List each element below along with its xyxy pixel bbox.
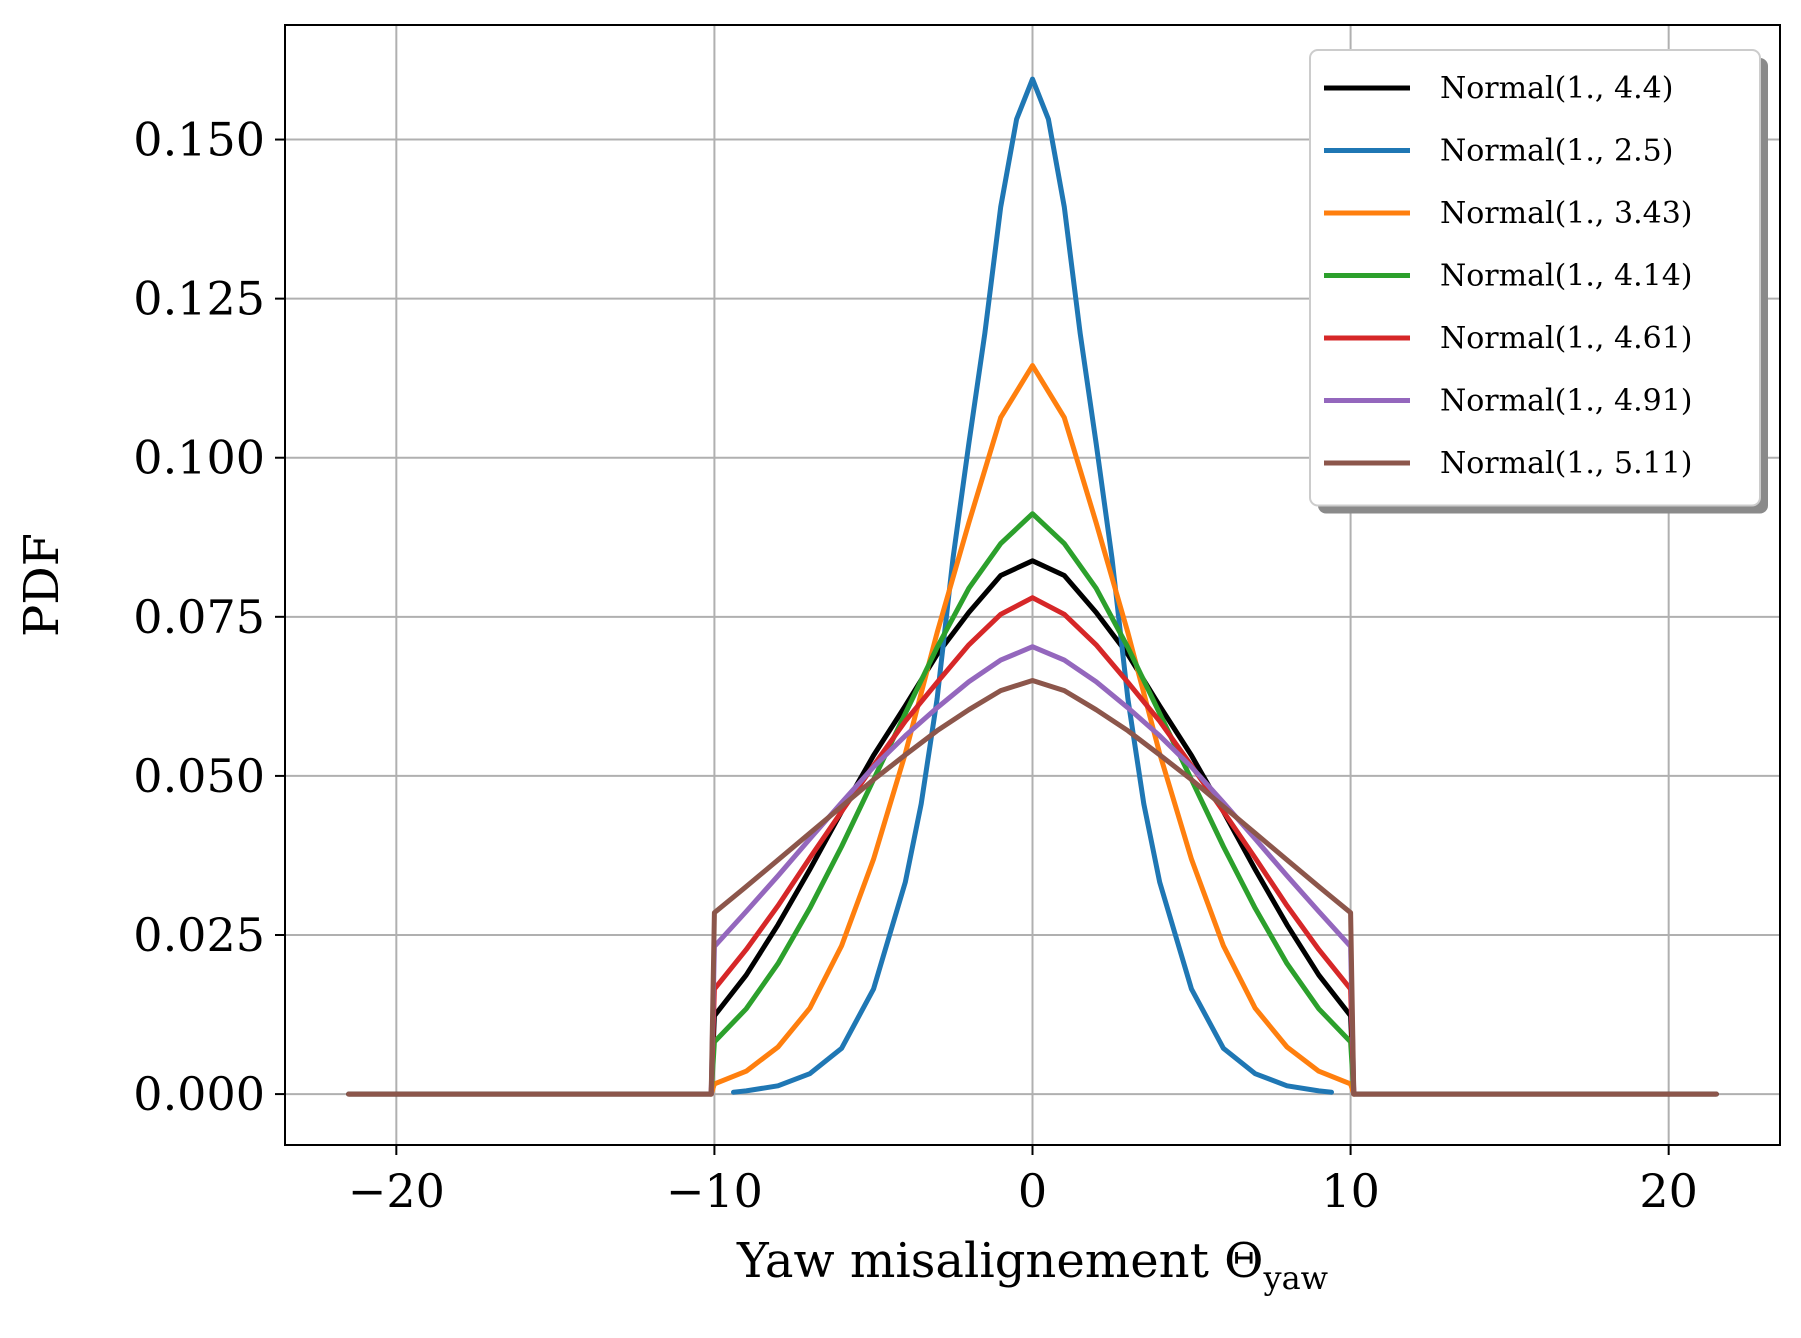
- x-axis-label: Yaw misalignement Θyaw: [736, 1233, 1328, 1297]
- y-tick-label: 0.000: [133, 1067, 265, 1121]
- y-tick-labels: 0.000 0.025 0.050 0.075 0.100 0.125 0.150: [133, 113, 265, 1122]
- legend: Normal(1., 4.4) Normal(1., 2.5) Normal(1.,…: [1309, 49, 1768, 514]
- legend-label-6: Normal(1., 4.91): [1440, 384, 1692, 419]
- ticks: [275, 138, 1670, 1155]
- legend-entries: Normal(1., 4.4) Normal(1., 2.5) Normal(1.,…: [1324, 71, 1692, 481]
- x-tick-label: −10: [666, 1164, 763, 1218]
- x-tick-label: 10: [1321, 1164, 1380, 1218]
- x-axis-label-subscript: yaw: [1262, 1259, 1328, 1297]
- x-tick-label: 0: [1018, 1164, 1047, 1218]
- y-tick-label: 0.100: [133, 431, 265, 485]
- legend-label-7: Normal(1., 5.11): [1440, 446, 1692, 481]
- series-line-2: [731, 76, 1334, 1095]
- series-line-6: [708, 644, 1357, 1097]
- x-axis-label-main: Yaw misalignement Θ: [736, 1233, 1264, 1289]
- y-tick-label: 0.125: [133, 272, 265, 326]
- y-axis-label: PDF: [14, 533, 70, 637]
- x-tick-label: −20: [348, 1164, 445, 1218]
- series-line-3: [708, 363, 1357, 1097]
- series-line-5: [708, 595, 1357, 1097]
- legend-label-4: Normal(1., 4.14): [1440, 259, 1692, 294]
- y-tick-label: 0.075: [133, 590, 265, 644]
- legend-label-2: Normal(1., 2.5): [1440, 134, 1673, 169]
- legend-label-5: Normal(1., 4.61): [1440, 321, 1692, 356]
- y-tick-label: 0.150: [133, 113, 265, 167]
- legend-label-3: Normal(1., 3.43): [1440, 196, 1692, 231]
- y-tick-label: 0.050: [133, 749, 265, 803]
- series-line-4: [708, 511, 1357, 1097]
- x-tick-labels: −20 −10 0 10 20: [348, 1164, 1698, 1218]
- y-tick-label: 0.025: [133, 908, 265, 962]
- series-layer: [346, 76, 1719, 1097]
- series-line-7: [346, 678, 1719, 1097]
- x-tick-label: 20: [1639, 1164, 1698, 1218]
- series-line-1: [346, 558, 1719, 1097]
- legend-box: [1309, 49, 1761, 507]
- legend-label-1: Normal(1., 4.4): [1440, 71, 1673, 106]
